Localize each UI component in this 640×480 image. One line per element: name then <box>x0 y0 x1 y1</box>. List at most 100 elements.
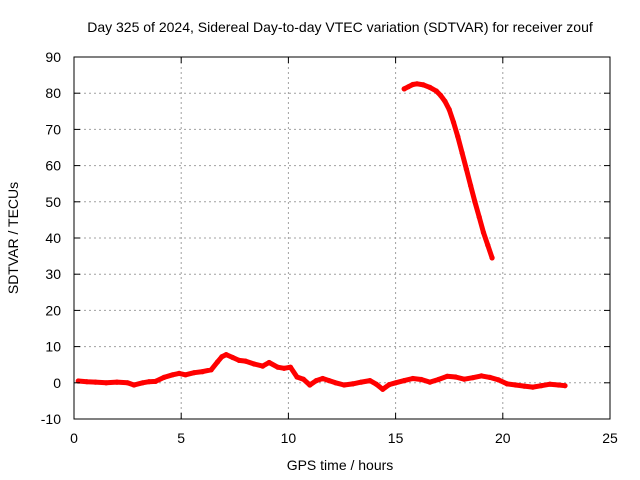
data-point <box>555 382 562 388</box>
data-point <box>414 81 420 87</box>
data-point <box>260 363 266 369</box>
data-point <box>450 119 457 125</box>
data-point <box>161 374 167 380</box>
data-point <box>350 381 356 387</box>
y-tick-label: 60 <box>45 158 61 174</box>
data-point <box>433 88 439 94</box>
data-point <box>444 373 450 379</box>
data-point <box>200 369 206 375</box>
data-point <box>401 86 407 92</box>
data-point <box>468 182 474 189</box>
data-point <box>410 375 416 382</box>
data-point <box>131 382 137 388</box>
data-point <box>476 214 482 220</box>
data-point <box>182 372 189 378</box>
data-point <box>485 242 491 248</box>
y-tick-label: -10 <box>41 411 61 427</box>
data-point <box>146 379 152 385</box>
data-point <box>418 376 424 383</box>
plot-series <box>75 81 568 392</box>
x-tick-label: 10 <box>281 430 297 446</box>
data-point <box>320 375 326 382</box>
data-point <box>463 166 469 172</box>
data-point <box>521 383 527 389</box>
data-point <box>530 384 536 390</box>
data-point <box>341 382 347 388</box>
data-point <box>251 361 257 367</box>
y-tick-label: 90 <box>45 49 61 65</box>
data-point <box>495 377 502 383</box>
data-point <box>294 374 300 380</box>
data-point <box>103 380 109 386</box>
data-point <box>504 381 510 387</box>
data-point <box>487 374 493 380</box>
data-point <box>176 370 182 376</box>
data-point <box>236 357 242 363</box>
data-point <box>367 378 373 384</box>
x-tick-label: 5 <box>177 430 185 446</box>
data-point <box>401 378 407 384</box>
data-point <box>170 372 176 378</box>
data-point <box>230 354 236 361</box>
data-point <box>453 374 459 380</box>
data-point <box>472 199 478 205</box>
y-axis-label: SDTVAR / TECUs <box>5 182 21 294</box>
data-point <box>438 92 444 98</box>
grid-lines <box>74 57 610 419</box>
data-point <box>114 379 120 385</box>
data-point <box>287 364 294 370</box>
y-tick-label: 30 <box>45 266 61 282</box>
data-point <box>420 82 427 88</box>
data-point <box>380 386 386 392</box>
data-point <box>191 370 197 376</box>
data-point <box>478 373 484 379</box>
x-tick-label: 0 <box>70 430 78 446</box>
data-point <box>242 358 249 364</box>
data-point <box>489 255 495 261</box>
data-point <box>326 378 332 384</box>
data-point <box>281 365 287 371</box>
data-point <box>427 379 433 385</box>
tick-labels: 0 5 10 15 20 25 -10 0 10 20 30 40 50 60 70 80 90 <box>41 49 618 446</box>
data-point <box>373 381 379 387</box>
y-tick-label: 70 <box>45 121 61 137</box>
data-point <box>307 382 313 388</box>
data-point <box>513 382 519 388</box>
data-point <box>470 375 476 381</box>
data-point <box>547 381 553 387</box>
data-point <box>92 379 98 385</box>
data-point <box>300 376 306 382</box>
data-point <box>410 81 416 88</box>
series-line <box>75 352 568 392</box>
y-tick-label: 10 <box>45 339 61 355</box>
data-point <box>459 150 465 156</box>
data-point <box>152 378 159 384</box>
y-tick-label: 50 <box>45 194 61 210</box>
x-tick-label: 25 <box>602 430 618 446</box>
y-tick-label: 40 <box>45 230 61 246</box>
data-point <box>219 354 225 360</box>
data-point <box>480 230 487 236</box>
data-point <box>125 380 131 386</box>
data-point <box>405 84 412 90</box>
data-point <box>223 352 229 358</box>
data-point <box>208 367 214 373</box>
chart-title: Day 325 of 2024, Sidereal Day-to-day VTE… <box>87 19 593 35</box>
data-point <box>427 84 433 90</box>
data-point <box>386 382 392 388</box>
data-point <box>538 383 545 389</box>
data-point <box>446 106 452 113</box>
x-tick-label: 15 <box>388 430 404 446</box>
series-2 <box>401 81 495 261</box>
data-point <box>393 380 399 386</box>
data-point <box>266 359 272 366</box>
data-point <box>442 98 448 104</box>
x-tick-label: 20 <box>495 430 511 446</box>
y-tick-label: 20 <box>45 302 61 318</box>
y-tick-label: 80 <box>45 85 61 101</box>
x-axis-label: GPS time / hours <box>287 457 394 473</box>
data-point <box>455 134 461 140</box>
data-point <box>461 376 467 382</box>
